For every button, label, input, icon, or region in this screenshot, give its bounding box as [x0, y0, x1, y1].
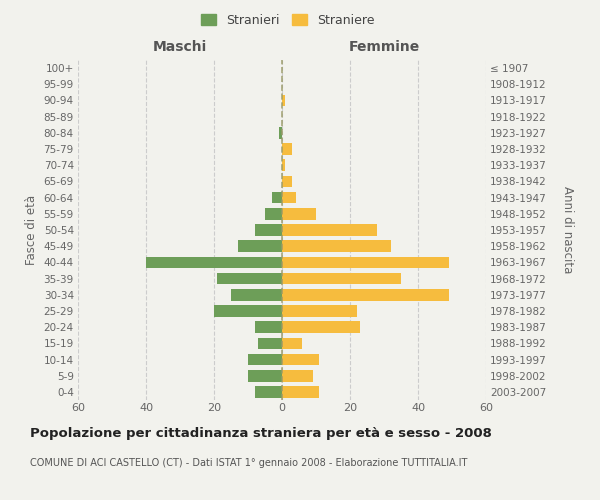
Text: Maschi: Maschi: [153, 40, 207, 54]
Bar: [217, 272, 282, 284]
Bar: [282, 338, 302, 349]
Bar: [282, 143, 292, 155]
Bar: [282, 94, 286, 106]
Bar: [255, 386, 282, 398]
Bar: [248, 370, 282, 382]
Bar: [282, 354, 319, 366]
Bar: [282, 272, 401, 284]
Bar: [282, 289, 449, 300]
Legend: Stranieri, Straniere: Stranieri, Straniere: [196, 8, 380, 32]
Bar: [272, 192, 282, 203]
Bar: [282, 386, 319, 398]
Bar: [282, 192, 296, 203]
Bar: [282, 305, 357, 317]
Bar: [248, 354, 282, 366]
Bar: [282, 322, 360, 333]
Bar: [282, 176, 292, 188]
Bar: [282, 160, 286, 171]
Bar: [255, 224, 282, 236]
Y-axis label: Fasce di età: Fasce di età: [25, 195, 38, 265]
Bar: [238, 240, 282, 252]
Text: Popolazione per cittadinanza straniera per età e sesso - 2008: Popolazione per cittadinanza straniera p…: [30, 428, 492, 440]
Bar: [255, 322, 282, 333]
Bar: [282, 370, 313, 382]
Bar: [282, 240, 391, 252]
Bar: [146, 256, 282, 268]
Bar: [231, 289, 282, 300]
Bar: [258, 338, 282, 349]
Bar: [214, 305, 282, 317]
Bar: [282, 256, 449, 268]
Text: COMUNE DI ACI CASTELLO (CT) - Dati ISTAT 1° gennaio 2008 - Elaborazione TUTTITAL: COMUNE DI ACI CASTELLO (CT) - Dati ISTAT…: [30, 458, 467, 468]
Bar: [282, 208, 316, 220]
Y-axis label: Anni di nascita: Anni di nascita: [561, 186, 574, 274]
Text: Femmine: Femmine: [349, 40, 419, 54]
Bar: [282, 224, 377, 236]
Bar: [278, 127, 282, 138]
Bar: [265, 208, 282, 220]
